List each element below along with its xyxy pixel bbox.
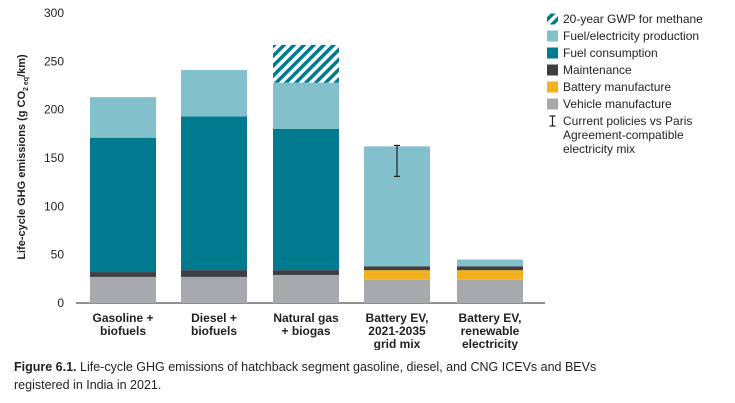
legend-item: 20-year GWP for methane <box>547 12 703 26</box>
bar-segment <box>457 266 523 271</box>
y-tick-label: 150 <box>44 151 64 165</box>
bar-segment <box>181 70 247 117</box>
bar-segment <box>90 272 156 277</box>
bar-segment <box>90 137 156 273</box>
legend-swatch <box>547 98 558 110</box>
bar-segment <box>181 116 247 271</box>
bar-segment <box>181 276 247 303</box>
x-tick-label: Natural gas + biogas <box>273 311 339 338</box>
y-tick-label: 250 <box>44 54 64 68</box>
y-tick-label: 200 <box>44 103 64 117</box>
legend-swatch <box>547 81 558 93</box>
y-tick-label: 50 <box>51 248 65 262</box>
bar-segment <box>181 270 247 277</box>
bar-segment <box>90 97 156 138</box>
legend-label: Maintenance <box>563 63 632 77</box>
legend-label: Battery manufacture <box>563 80 671 94</box>
bar-segment <box>273 129 339 271</box>
legend-label: Fuel consumption <box>563 46 658 60</box>
bar-segment <box>457 259 523 267</box>
stacked-bar-chart: 0 50 100 150 200 250 300 Gasoline + biofuels Die… <box>16 6 703 350</box>
y-tick-label: 100 <box>44 199 64 213</box>
legend-label: Fuel/electricity production <box>563 29 699 43</box>
bar-segment <box>364 270 430 280</box>
x-tick-label: Battery EV, renewable electricity <box>459 311 522 350</box>
y-tick-label: 0 <box>57 296 64 310</box>
bar-segment <box>90 276 156 303</box>
figure-caption: Figure 6.1. Life-cycle GHG emissions of … <box>14 358 654 394</box>
bar-segment <box>273 270 339 275</box>
legend: 20-year GWP for methane Fuel/electricity … <box>547 12 703 156</box>
bar-segment <box>457 270 523 280</box>
legend-swatch <box>547 64 558 76</box>
error-bar <box>394 144 400 177</box>
legend-item: Vehicle manufacture <box>547 97 672 111</box>
y-tick-label: 300 <box>44 6 64 20</box>
legend-item: Maintenance <box>547 63 632 77</box>
bar-segment <box>273 274 339 303</box>
legend-item: Current policies vs Paris Agreement-compa… <box>549 114 692 156</box>
legend-label: Vehicle manufacture <box>563 97 672 111</box>
legend-swatch <box>547 13 558 25</box>
y-axis-label: Life-cycle GHG emissions (g CO2 eq/km) <box>16 54 30 260</box>
legend-label: 20-year GWP for methane <box>563 12 703 26</box>
legend-item: Fuel consumption <box>547 46 658 60</box>
bars <box>90 44 523 303</box>
bar-segment <box>364 266 430 271</box>
figure-caption-label: Figure 6.1. <box>14 360 77 374</box>
bar-segment <box>364 279 430 303</box>
legend-swatch <box>547 47 558 59</box>
x-axis: Gasoline + biofuels Diesel + biofuels Natura… <box>92 311 521 350</box>
x-tick-label: Gasoline + biofuels <box>92 311 153 338</box>
x-tick-label: Battery EV, 2021-2035 grid mix <box>366 311 429 350</box>
legend-label: Current policies vs Paris Agreement-compa… <box>563 114 692 156</box>
bar-segment <box>273 82 339 129</box>
legend-swatch <box>547 30 558 42</box>
legend-item: Fuel/electricity production <box>547 29 699 43</box>
bar-segment <box>457 279 523 303</box>
legend-item: Battery manufacture <box>547 80 671 94</box>
x-tick-label: Diesel + biofuels <box>191 311 237 338</box>
figure-caption-text: Life-cycle GHG emissions of hatchback se… <box>14 360 597 392</box>
bar-segment <box>273 44 339 83</box>
